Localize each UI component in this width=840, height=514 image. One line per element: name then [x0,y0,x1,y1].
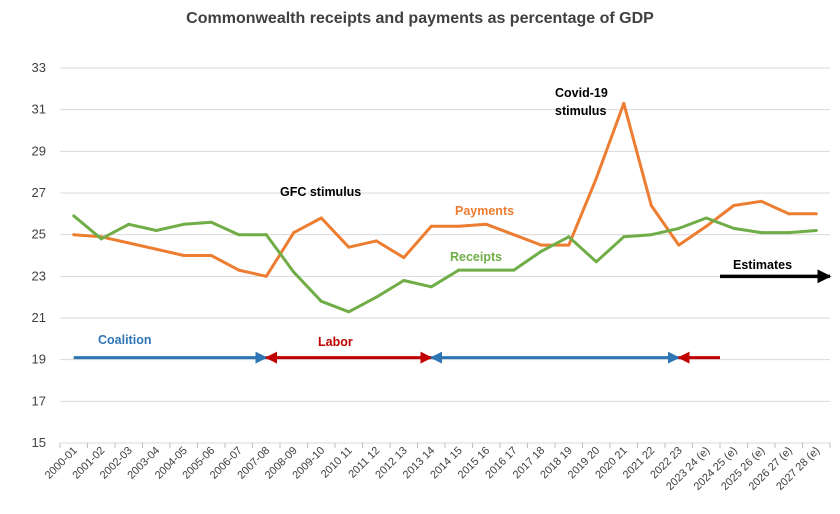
receipts-annotation: Receipts [450,250,502,264]
payments-point [594,176,598,180]
receipts-point [182,222,186,226]
payments-point [787,212,791,216]
payments-point [264,274,268,278]
payments-point [649,204,653,207]
payments-point [759,199,763,203]
y-tick-label: 15 [32,435,46,450]
receipts-point [99,237,103,241]
y-tick-label: 25 [32,227,46,242]
payments-point [814,212,818,216]
payments-point [429,224,433,228]
y-tick-label: 21 [32,310,46,325]
payments-point [209,254,213,257]
receipts-point [622,235,626,239]
payments-series-line [73,101,817,278]
receipts-point [292,270,296,274]
receipts-point [704,216,708,220]
y-tick-label: 23 [32,268,46,283]
chart-title: Commonwealth receipts and payments as pe… [186,10,654,27]
payments-point [622,101,626,105]
y-tick-label: 33 [32,60,46,75]
payments-point [237,268,241,272]
receipts-point [264,233,268,237]
receipts-point [677,226,681,230]
payments-point [704,224,708,228]
period-arrows [73,269,832,364]
labor-annotation: Labor [318,335,353,349]
payments-point [512,233,516,237]
receipts-point [732,226,736,230]
series-lines [72,101,818,314]
gfc-annotation: GFC stimulus [280,185,361,199]
y-tick-label: 31 [32,102,46,117]
receipts-point [72,214,76,218]
gridlines [60,67,830,444]
payments-point [72,233,76,237]
payments-point [539,243,543,247]
payments-point [347,245,351,249]
receipts-series-line [72,214,817,314]
y-tick-label: 17 [32,393,46,408]
receipts-point [209,220,213,224]
payments-point [319,216,323,220]
receipts-point [594,260,598,264]
payments-point [457,224,461,228]
x-axis: 2000-012001-022002-032003-042004-052005-… [43,443,831,493]
receipts-point [787,231,791,235]
payments-point [127,241,131,245]
payments-annotation: Payments [455,204,514,218]
receipts-point [512,268,516,272]
receipts-point [347,310,351,314]
covid1-annotation: Covid-19 [555,86,608,100]
y-axis: 15 17 19 21 23 25 27 29 31 33 [32,60,46,450]
payments-point [182,254,186,257]
receipts-point [484,268,488,272]
receipts-point [649,233,653,237]
receipts-point [127,222,131,226]
payments-point [484,222,488,226]
y-tick-label: 27 [32,185,46,200]
receipts-point [539,249,543,253]
payments-point [292,231,296,235]
receipts-point [402,279,406,282]
covid2-annotation: stimulus [555,104,606,118]
y-tick-label: 29 [32,143,46,158]
payments-point [154,247,158,251]
receipts-point [814,229,818,232]
payments-point [732,204,736,207]
coalition-annotation: Coalition [98,333,151,347]
receipts-point [567,235,571,239]
estimates-annotation: Estimates [733,258,792,272]
payments-point [402,256,406,260]
receipts-point [374,295,378,299]
payments-point [374,239,378,243]
receipts-point [154,229,158,232]
annotations: GFC stimulus Covid-19 stimulus Payments Rece… [98,86,792,349]
receipts-point [237,233,241,237]
receipts-point [759,231,763,235]
receipts-point [429,285,433,289]
y-tick-label: 19 [32,352,46,367]
receipts-point [457,268,461,272]
receipts-point [319,299,323,303]
payments-point [567,243,571,247]
payments-point [677,243,681,247]
